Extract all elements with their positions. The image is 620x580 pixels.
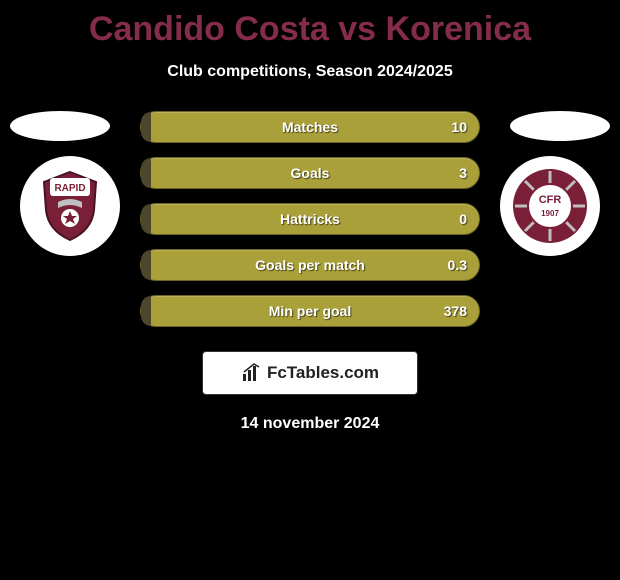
comparison-content: RAPID CFR 1907 Matches10Goals3H (0, 111, 620, 327)
stat-bar: Goals per match 0.3 (140, 249, 480, 281)
stat-value-right: 0 (459, 211, 467, 227)
stat-label: Hattricks (280, 211, 340, 227)
svg-text:CFR: CFR (539, 194, 562, 206)
stat-bar-left-fill (141, 158, 151, 188)
player-marker-left (10, 111, 110, 141)
stat-bar-left-fill (141, 250, 151, 280)
stat-label: Min per goal (269, 303, 351, 319)
brand-box[interactable]: FcTables.com (202, 351, 418, 395)
stat-label: Goals (291, 165, 330, 181)
stat-value-right: 3 (459, 165, 467, 181)
brand-label: FcTables.com (267, 363, 379, 383)
player-marker-right (510, 111, 610, 141)
stat-bar-left-fill (141, 296, 151, 326)
stat-bar: Matches 10 (140, 111, 480, 143)
team-badge-right: CFR 1907 (500, 156, 600, 256)
stat-bars: Matches 10 Goals 3 Hattricks 0 Goals per match… (140, 111, 480, 327)
chart-icon (241, 362, 263, 384)
stat-value-right: 0.3 (448, 257, 467, 273)
stat-value-right: 378 (444, 303, 467, 319)
svg-text:1907: 1907 (541, 209, 559, 218)
stat-value-right: 10 (451, 119, 467, 135)
stat-label: Matches (282, 119, 338, 135)
stat-bar: Hattricks 0 (140, 203, 480, 235)
stat-bar-left-fill (141, 112, 151, 142)
crest-left-icon: RAPID (30, 166, 110, 246)
svg-text:RAPID: RAPID (54, 183, 85, 194)
page-subtitle: Club competitions, Season 2024/2025 (0, 63, 620, 81)
stat-bar: Goals 3 (140, 157, 480, 189)
date-label: 14 november 2024 (0, 415, 620, 433)
stat-label: Goals per match (255, 257, 365, 273)
stat-bar-left-fill (141, 204, 151, 234)
page-title: Candido Costa vs Korenica (0, 0, 620, 49)
team-badge-left: RAPID (20, 156, 120, 256)
crest-right-icon: CFR 1907 (510, 166, 590, 246)
stat-bar: Min per goal 378 (140, 295, 480, 327)
